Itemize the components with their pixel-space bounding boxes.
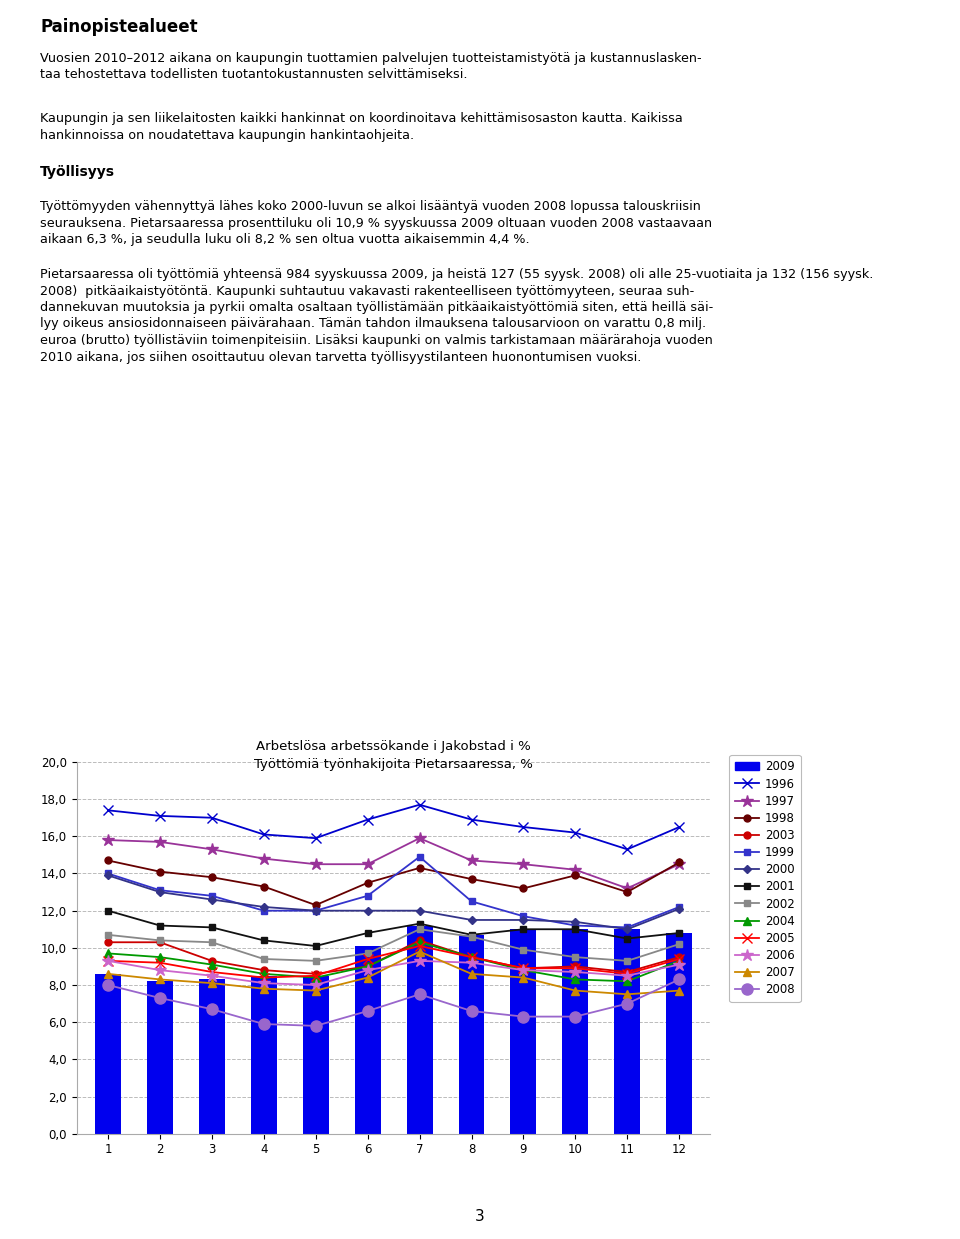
Bar bbox=[666, 933, 692, 1134]
Bar bbox=[147, 981, 173, 1134]
Bar bbox=[511, 929, 537, 1134]
Bar bbox=[354, 947, 380, 1134]
Text: 3: 3 bbox=[475, 1209, 485, 1224]
Text: Työttömyyden vähennyttyä lähes koko 2000-luvun se alkoi lisääntyä vuoden 2008 lo: Työttömyyden vähennyttyä lähes koko 2000… bbox=[40, 199, 712, 247]
Text: Painopistealueet: Painopistealueet bbox=[40, 19, 198, 36]
Bar bbox=[407, 926, 433, 1134]
Bar bbox=[95, 974, 121, 1134]
Bar bbox=[614, 929, 640, 1134]
Bar bbox=[302, 976, 328, 1134]
Text: Työllisyys: Työllisyys bbox=[40, 165, 115, 178]
Text: Vuosien 2010–2012 aikana on kaupungin tuottamien palvelujen tuotteistamistyötä j: Vuosien 2010–2012 aikana on kaupungin tu… bbox=[40, 52, 702, 82]
Text: Pietarsaaressa oli työttömiä yhteensä 984 syyskuussa 2009, ja heistä 127 (55 syy: Pietarsaaressa oli työttömiä yhteensä 98… bbox=[40, 268, 874, 363]
Legend: 2009, 1996, 1997, 1998, 2003, 1999, 2000, 2001, 2002, 2004, 2005, 2006, 2007, 20: 2009, 1996, 1997, 1998, 2003, 1999, 2000… bbox=[730, 755, 801, 1002]
Bar bbox=[251, 976, 276, 1134]
Text: Arbetslösa arbetssökande i Jakobstad i %: Arbetslösa arbetssökande i Jakobstad i % bbox=[256, 741, 531, 753]
Text: Työttömiä työnhakijoita Pietarsaaressa, %: Työttömiä työnhakijoita Pietarsaaressa, … bbox=[254, 758, 533, 771]
Bar bbox=[459, 934, 485, 1134]
Text: Kaupungin ja sen liikelaitosten kaikki hankinnat on koordinoitava kehittämisosas: Kaupungin ja sen liikelaitosten kaikki h… bbox=[40, 112, 684, 141]
Bar bbox=[563, 929, 588, 1134]
Bar bbox=[199, 979, 225, 1134]
